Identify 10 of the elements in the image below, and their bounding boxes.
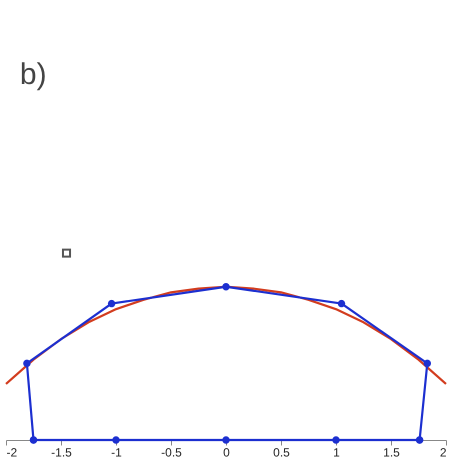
x-tick-label: 0.5 xyxy=(273,446,290,460)
x-tick-label: 0 xyxy=(223,446,230,460)
x-tick-label: -0.5 xyxy=(161,446,182,460)
x-tick-label: -1 xyxy=(111,446,122,460)
x-tick-label: 1 xyxy=(333,446,340,460)
x-tick-label: -1.5 xyxy=(51,446,72,460)
x-tick-label: 2 xyxy=(440,446,447,460)
x-tick-label: 1.5 xyxy=(383,446,400,460)
x-tick-label: -2 xyxy=(6,446,18,460)
chart-title: b) xyxy=(20,58,47,91)
